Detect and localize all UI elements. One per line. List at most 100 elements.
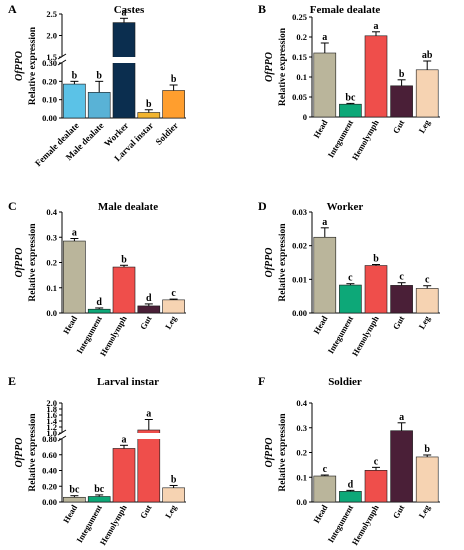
- y-tick-label: 0: [303, 112, 307, 122]
- panel-letter: F: [258, 374, 265, 388]
- y-tick-label: 0.0: [46, 308, 57, 318]
- panel-title: Male dealate: [98, 201, 158, 213]
- y-tick-label: 0.40: [42, 466, 57, 476]
- significance-letter: d: [96, 297, 102, 308]
- significance-letter: a: [322, 217, 327, 228]
- category-label: Gut: [138, 314, 154, 331]
- y-tick-label: 0.20: [42, 76, 57, 86]
- bar: [415, 456, 439, 503]
- bar: [63, 496, 86, 503]
- bar: [339, 284, 362, 314]
- panel-title: Larval instar: [97, 376, 159, 388]
- y-tick-label: 0.2: [296, 448, 307, 458]
- bar-break-gap: [136, 433, 161, 439]
- bar: [390, 430, 413, 503]
- bar: [364, 265, 388, 314]
- y-tick-label: 0.00: [42, 497, 57, 507]
- category-label: Head: [311, 314, 329, 336]
- panel-c: C Male dealate OfPPO Relative expression 0.0…: [8, 199, 186, 358]
- bar: [364, 470, 388, 503]
- y-tick-label: 0.03: [292, 207, 307, 217]
- category-label: Gut: [391, 118, 407, 135]
- y-tick-label: 1.2: [46, 422, 57, 432]
- significance-letter: b: [424, 444, 430, 455]
- panel-letter: D: [258, 199, 267, 213]
- category-label: Head: [311, 503, 329, 525]
- y-tick-label: 0.00: [42, 113, 57, 123]
- y-tick-label: 2.0: [46, 398, 57, 408]
- y-tick-label: 1.4: [46, 416, 57, 426]
- y-axis-label: Relative expression: [28, 223, 38, 302]
- panel-e: E Larval instar OfPPO Relative expression 0.…: [8, 374, 186, 547]
- panel-b: B Female dealate OfPPO Relative expression 0…: [258, 2, 440, 162]
- y-tick-label: 0.00: [292, 308, 307, 318]
- significance-letter: b: [121, 254, 127, 265]
- panel-title: Soldier: [328, 376, 362, 388]
- significance-letter: b: [373, 254, 379, 265]
- y-tick-label: 0.25: [292, 12, 307, 22]
- bar: [313, 236, 337, 314]
- significance-letter: b: [399, 69, 405, 80]
- bar: [162, 90, 185, 119]
- y-axis-label: Relative expression: [278, 413, 288, 492]
- category-label: Head: [61, 503, 79, 525]
- significance-letter: c: [348, 273, 353, 284]
- significance-letter: b: [171, 74, 177, 85]
- significance-letter: bc: [69, 485, 80, 496]
- panel-title: Worker: [327, 201, 364, 213]
- bar: [390, 85, 413, 118]
- y-tick-label: 0.80: [42, 434, 57, 444]
- y-tick-label: 0.0: [296, 497, 307, 507]
- panel-d: D Worker OfPPO Relative expression 0.00 0.01 0…: [258, 199, 440, 358]
- y-axis-gene-label: OfPPO: [14, 51, 25, 81]
- y-tick-label: 0.1: [296, 472, 307, 482]
- bar: [162, 299, 185, 314]
- significance-letter: b: [72, 70, 78, 81]
- y-axis-label: Relative expression: [278, 223, 288, 302]
- panel-a: A Castes OfPPO Relative expression 0.00 0.10 0…: [8, 2, 186, 168]
- bar: [313, 52, 337, 118]
- y-axis-label: Relative expression: [28, 26, 38, 105]
- bar: [415, 69, 439, 118]
- significance-letter: c: [399, 272, 404, 283]
- category-label: Leg: [163, 502, 179, 520]
- bar: [112, 266, 136, 314]
- y-tick-label: 0.1: [296, 72, 307, 82]
- y-axis-label: Relative expression: [28, 413, 38, 492]
- category-label: Head: [311, 118, 329, 140]
- y-tick-label: 0.4: [296, 398, 307, 408]
- y-tick-label: 2.5: [46, 9, 57, 19]
- y-tick-label: 2.0: [46, 31, 57, 41]
- bar: [162, 487, 185, 503]
- category-label: Head: [61, 314, 79, 336]
- y-tick-label: 0.1: [46, 283, 57, 293]
- significance-letter: a: [122, 434, 127, 445]
- category-label: Leg: [163, 313, 179, 331]
- category-label: Leg: [416, 313, 432, 331]
- significance-letter: c: [171, 288, 176, 299]
- bar: [112, 22, 136, 119]
- bar: [87, 496, 111, 503]
- y-tick-label: 0.20: [42, 481, 57, 491]
- y-axis-gene-label: OfPPO: [14, 438, 25, 468]
- panel-f: F Soldier OfPPO Relative expression 0.0 0.1 0.…: [258, 374, 440, 547]
- category-label: Gut: [391, 314, 407, 331]
- y-axis-gene-label: OfPPO: [264, 248, 275, 278]
- y-tick-label: 1.5: [46, 52, 57, 62]
- significance-letter: a: [399, 412, 404, 423]
- significance-letter: ab: [422, 50, 433, 61]
- significance-letter: c: [374, 456, 379, 467]
- y-tick-label: 0.15: [292, 52, 307, 62]
- bar: [339, 491, 362, 503]
- bar: [313, 475, 337, 503]
- significance-letter: bc: [94, 484, 105, 495]
- significance-letter: a: [322, 32, 327, 43]
- y-axis-gene-label: OfPPO: [264, 438, 275, 468]
- category-label: Leg: [416, 502, 432, 520]
- y-tick-label: 0.4: [46, 207, 57, 217]
- y-tick-label: 0.30: [42, 58, 57, 68]
- panel-letter: B: [258, 2, 266, 16]
- y-tick-label: 0.3: [46, 232, 57, 242]
- panel-title: Castes: [114, 4, 145, 16]
